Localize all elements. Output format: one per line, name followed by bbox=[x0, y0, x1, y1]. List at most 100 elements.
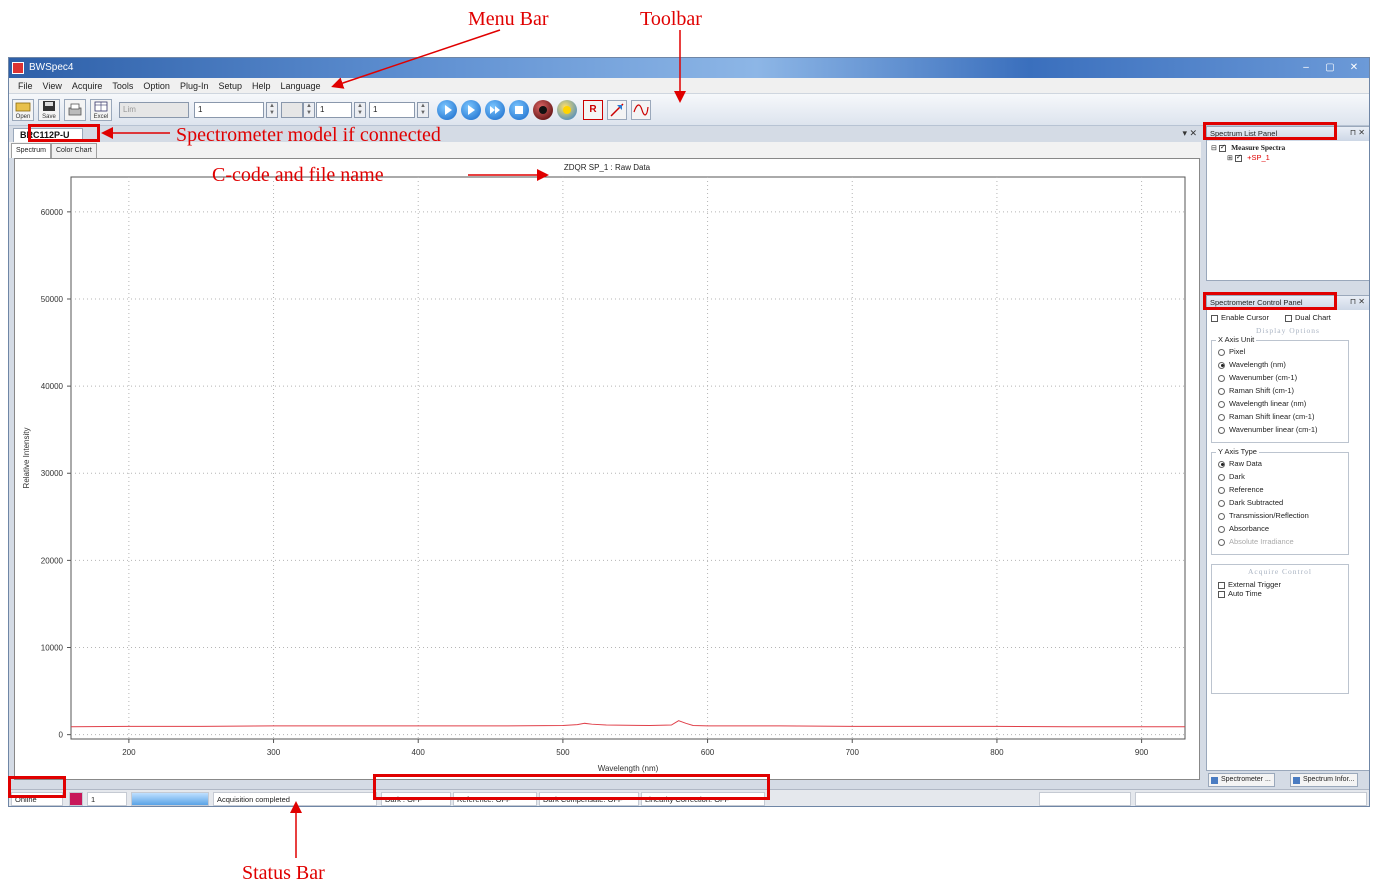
scan-field[interactable]: 1 bbox=[316, 102, 352, 118]
close-button[interactable]: ✕ bbox=[1349, 62, 1359, 73]
play-continuous-button[interactable] bbox=[461, 100, 481, 120]
tree-expander-icon[interactable]: ⊟ bbox=[1211, 145, 1217, 152]
menu-bar: File View Acquire Tools Option Plug-In S… bbox=[9, 78, 1369, 94]
save-button[interactable]: Save bbox=[38, 99, 60, 121]
minimize-button[interactable]: – bbox=[1303, 62, 1309, 73]
x-tick-label: 600 bbox=[701, 748, 715, 757]
spectrum-list-panel-header: Spectrum List Panel ⊓ ✕ bbox=[1207, 127, 1369, 141]
window-title: BWSpec4 bbox=[29, 62, 74, 73]
status-empty-1 bbox=[1039, 792, 1131, 806]
checkbox-sp1[interactable] bbox=[1234, 153, 1242, 162]
panel-pin-close-icon[interactable]: ⊓ ✕ bbox=[1349, 297, 1365, 306]
x-axis-unit-option-3[interactable]: Raman Shift (cm-1) bbox=[1218, 386, 1348, 399]
y-axis-type-option-1[interactable]: Dark bbox=[1218, 472, 1348, 485]
tab-color-chart[interactable]: Color Chart bbox=[51, 143, 97, 158]
status-count: 1 bbox=[87, 792, 127, 806]
status-reference: Reference: OFF bbox=[453, 792, 537, 806]
average-field[interactable]: 1 bbox=[194, 102, 264, 118]
panel-icon bbox=[1293, 777, 1300, 784]
menu-help[interactable]: Help bbox=[252, 80, 271, 91]
annotation-spectrometer-model: Spectrometer model if connected bbox=[176, 124, 441, 146]
dual-chart-checkbox[interactable]: Dual Chart bbox=[1285, 313, 1331, 326]
title-bar: BWSpec4 – ▢ ✕ bbox=[9, 58, 1369, 78]
menu-setup[interactable]: Setup bbox=[218, 80, 242, 91]
radio-button bbox=[1218, 413, 1225, 421]
status-dark: Dark : OFF bbox=[381, 792, 451, 806]
series-line-0 bbox=[70, 720, 1185, 728]
auto-time-checkbox[interactable]: Auto Time bbox=[1212, 589, 1348, 602]
menu-file[interactable]: File bbox=[18, 80, 33, 91]
radio-button bbox=[1218, 426, 1225, 434]
y-axis-type-option-0[interactable]: Raw Data bbox=[1218, 459, 1348, 472]
integration-time-field[interactable]: Lim bbox=[119, 102, 189, 118]
y-axis-type-option-4[interactable]: Transmission/Reflection bbox=[1218, 511, 1348, 524]
play-icon bbox=[445, 105, 452, 115]
y-axis-type-option-2[interactable]: Reference bbox=[1218, 485, 1348, 498]
panel-icon bbox=[1211, 777, 1218, 784]
menu-option[interactable]: Option bbox=[143, 80, 170, 91]
spectrum-tree: ⊟ Measure Spectra ⊞ +SP_1 bbox=[1207, 141, 1369, 165]
maximize-button[interactable]: ▢ bbox=[1325, 62, 1335, 73]
spectrum-view-button[interactable] bbox=[631, 100, 651, 120]
tab-spectrometer-model[interactable]: BRC112P-U bbox=[13, 128, 83, 142]
x-axis-unit-option-5[interactable]: Raman Shift linear (cm-1) bbox=[1218, 412, 1348, 425]
tab-spectrum[interactable]: Spectrum bbox=[11, 143, 51, 158]
x-axis-unit-option-0[interactable]: Pixel bbox=[1218, 347, 1348, 360]
menu-acquire[interactable]: Acquire bbox=[71, 80, 103, 91]
printer-icon bbox=[68, 103, 82, 116]
smoothing-field[interactable] bbox=[281, 102, 303, 118]
x-axis-unit-option-1[interactable]: Wavelength (nm) bbox=[1218, 360, 1348, 373]
play-once-button[interactable] bbox=[437, 100, 457, 120]
fast-forward-icon bbox=[490, 106, 500, 114]
stop-button[interactable] bbox=[509, 100, 529, 120]
status-progress-bar bbox=[131, 792, 209, 806]
enable-cursor-checkbox[interactable]: Enable Cursor bbox=[1211, 313, 1269, 326]
interval-field[interactable]: 1 bbox=[369, 102, 415, 118]
interval-spinner[interactable]: ▲ ▼ bbox=[417, 102, 429, 118]
y-axis-type-option-5[interactable]: Absorbance bbox=[1218, 524, 1348, 537]
radio-button bbox=[1218, 387, 1225, 395]
x-axis-unit-option-6[interactable]: Wavenumber linear (cm-1) bbox=[1218, 425, 1348, 438]
tab-spectrum-info[interactable]: Spectrum Infor... bbox=[1290, 773, 1359, 787]
spectrum-chart[interactable]: 200 300 400 500 600 700 800 900 0 10000 20000 30000… bbox=[15, 159, 1199, 779]
tree-node-sp1[interactable]: ⊞ +SP_1 bbox=[1211, 153, 1365, 163]
folder-icon bbox=[15, 102, 31, 112]
status-empty-2 bbox=[1135, 792, 1367, 806]
radio-button bbox=[1218, 348, 1225, 356]
cursor-tool-button[interactable] bbox=[607, 100, 627, 120]
tree-expander-icon[interactable]: ⊞ bbox=[1227, 155, 1233, 162]
disk-icon bbox=[43, 101, 55, 111]
menu-tools[interactable]: Tools bbox=[112, 80, 134, 91]
open-button[interactable]: Open bbox=[12, 99, 34, 121]
checkbox-measure-spectra[interactable] bbox=[1218, 143, 1226, 152]
x-tick-label: 400 bbox=[412, 748, 426, 757]
reference-light-button[interactable] bbox=[557, 100, 577, 120]
average-spinner[interactable]: ▲ ▼ bbox=[266, 102, 278, 118]
radio-button bbox=[1218, 400, 1225, 408]
x-tick-label: 500 bbox=[556, 748, 570, 757]
tab-spectrometer-panel[interactable]: Spectrometer ... bbox=[1208, 773, 1275, 787]
external-trigger-checkbox[interactable]: External Trigger bbox=[1212, 576, 1348, 589]
play-icon bbox=[468, 105, 475, 115]
r-button[interactable]: R bbox=[583, 100, 603, 120]
menu-view[interactable]: View bbox=[42, 80, 62, 91]
smoothing-spinner[interactable]: ▲ ▼ bbox=[303, 102, 315, 118]
fast-forward-button[interactable] bbox=[485, 100, 505, 120]
print-button[interactable] bbox=[64, 99, 86, 121]
x-axis-unit-option-4[interactable]: Wavelength linear (nm) bbox=[1218, 399, 1348, 412]
excel-button[interactable]: Excel bbox=[90, 99, 112, 121]
menu-plug-in[interactable]: Plug-In bbox=[179, 80, 209, 91]
panel-pin-close-icon[interactable]: ⊓ ✕ bbox=[1349, 128, 1365, 137]
scan-spinner[interactable]: ▲ ▼ bbox=[354, 102, 366, 118]
tree-node-measure-spectra[interactable]: ⊟ Measure Spectra bbox=[1211, 143, 1365, 153]
x-tick-label: 900 bbox=[1135, 748, 1149, 757]
control-panel-header: Spectrometer Control Panel ⊓ ✕ bbox=[1207, 296, 1369, 310]
dark-button[interactable] bbox=[533, 100, 553, 120]
sun-icon bbox=[563, 106, 571, 114]
x-axis-unit-option-2[interactable]: Wavenumber (cm-1) bbox=[1218, 373, 1348, 386]
chart-pane[interactable]: ZDQR SP_1 : Raw Data 200 300 400 500 600 700 8… bbox=[14, 158, 1200, 780]
y-axis-type-option-3[interactable]: Dark Subtracted bbox=[1218, 498, 1348, 511]
tab-close-icon[interactable]: ▾ ✕ bbox=[1182, 128, 1197, 138]
menu-language[interactable]: Language bbox=[280, 80, 321, 91]
